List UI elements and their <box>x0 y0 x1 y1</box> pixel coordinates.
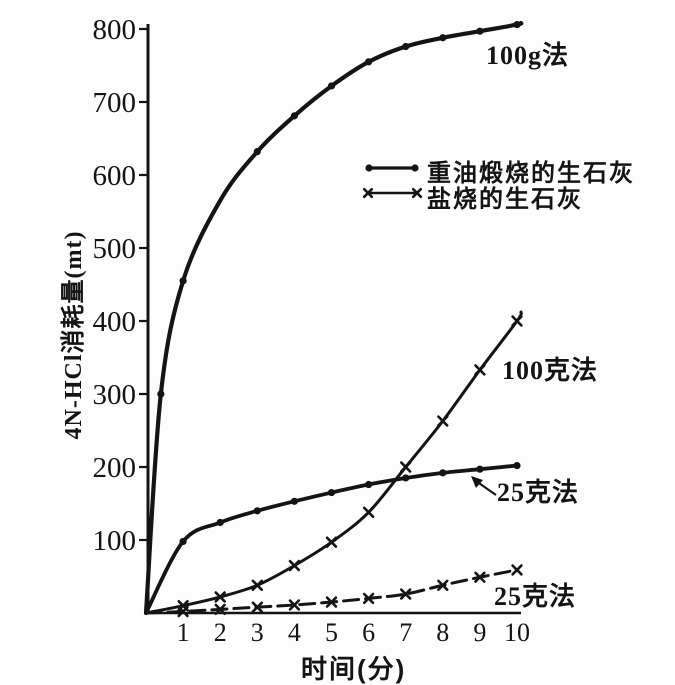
data-point-x <box>251 601 263 613</box>
series-line <box>144 463 519 615</box>
data-point-x <box>325 536 338 548</box>
data-point-x <box>214 603 226 616</box>
x-tick-label: 2 <box>214 618 227 647</box>
series-line <box>144 310 523 615</box>
data-point-x <box>288 599 301 611</box>
data-point-x <box>437 415 449 427</box>
data-point-dot <box>476 27 484 35</box>
data-point-dot <box>365 164 373 172</box>
data-point-dot <box>179 277 187 285</box>
legend-label-salt-lime: 盐烧的生石灰 <box>427 186 583 213</box>
data-point-x <box>362 506 375 518</box>
data-point-dot <box>402 474 410 482</box>
data-point-x <box>511 315 523 327</box>
y-tick-label: 100 <box>93 525 137 557</box>
data-point-dot <box>411 164 419 172</box>
data-point-dot <box>179 537 187 546</box>
data-point-x <box>288 559 301 572</box>
y-tick-label: 300 <box>93 379 137 411</box>
data-point-dot <box>513 21 521 29</box>
label-leader-arrowhead <box>471 476 483 488</box>
curve-label-25ke-dot-method: 25克法 <box>497 478 580 507</box>
y-tick-label: 700 <box>93 87 137 119</box>
data-point-dot <box>327 488 336 497</box>
data-point-x <box>177 605 189 618</box>
data-point-dot <box>476 465 484 473</box>
data-point-x <box>474 364 486 376</box>
data-point-x <box>411 187 423 199</box>
data-point-x <box>214 591 226 603</box>
data-point-dot <box>253 148 261 156</box>
curve-label-100g-method: 100g法 <box>486 41 570 70</box>
data-point-x <box>362 592 375 605</box>
curve-label-100ke-method: 100克法 <box>502 356 599 385</box>
data-point-dot <box>327 82 336 90</box>
x-tick-label: 8 <box>436 618 449 647</box>
x-tick-label: 7 <box>399 618 412 647</box>
x-tick-label: 3 <box>251 618 264 647</box>
data-point-dot <box>290 112 298 120</box>
data-point-x <box>474 571 486 583</box>
series-line <box>144 568 519 615</box>
data-point-x <box>362 187 374 199</box>
y-tick-label: 600 <box>93 160 137 192</box>
curve-label-25ke-x-method: 25克法 <box>494 582 577 611</box>
x-tick-label: 9 <box>473 618 486 647</box>
data-point-x <box>400 588 412 600</box>
y-tick-label: 400 <box>93 306 137 338</box>
data-point-dot <box>157 390 165 398</box>
y-axis-title: 4N-HCl消耗量(mt) <box>61 230 87 440</box>
x-tick-label: 10 <box>504 618 530 647</box>
data-point-dot <box>253 507 261 515</box>
data-point-dot <box>439 34 447 42</box>
data-point-dot <box>365 480 373 489</box>
data-point-x <box>251 579 263 591</box>
data-point-dot <box>439 469 447 477</box>
data-point-x <box>400 461 412 473</box>
legend-label-heavy-oil-lime: 重油煅烧的生石灰 <box>427 160 635 187</box>
series-line <box>143 20 524 616</box>
y-tick-label: 800 <box>93 14 137 46</box>
data-point-dot <box>402 42 410 51</box>
data-point-dot <box>365 58 373 66</box>
y-tick-label: 500 <box>93 233 137 265</box>
x-tick-label: 4 <box>288 618 301 647</box>
data-point-dot <box>290 497 298 505</box>
y-tick-label: 200 <box>93 452 137 484</box>
x-tick-label: 5 <box>325 618 338 647</box>
data-point-dot <box>216 518 224 527</box>
data-point-x <box>437 579 449 591</box>
x-axis-title: 时间(分) <box>301 654 407 684</box>
x-tick-label: 6 <box>362 618 375 647</box>
data-point-dot <box>513 461 521 470</box>
data-point-x <box>325 596 338 608</box>
x-tick-label: 1 <box>177 618 190 647</box>
data-point-x <box>511 564 523 576</box>
